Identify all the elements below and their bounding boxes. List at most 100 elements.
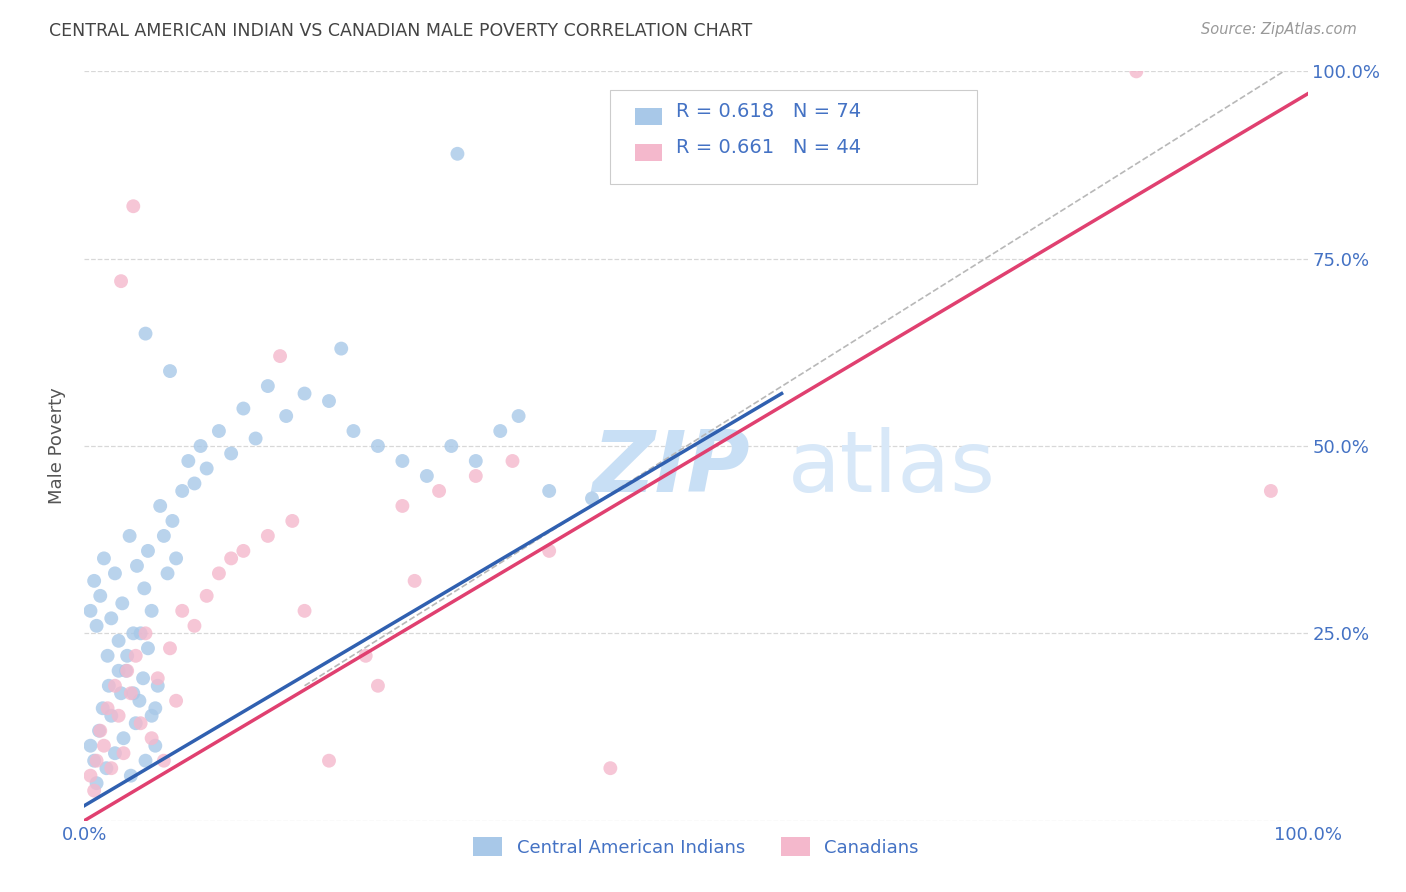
Point — [79, 769, 101, 783]
Point — [183, 476, 205, 491]
Point — [97, 679, 120, 693]
Point — [195, 589, 218, 603]
Point — [132, 671, 155, 685]
Text: CENTRAL AMERICAN INDIAN VS CANADIAN MALE POVERTY CORRELATION CHART: CENTRAL AMERICAN INDIAN VS CANADIAN MALE… — [49, 22, 752, 40]
Point — [146, 679, 169, 693]
Point — [115, 664, 138, 678]
Text: R = 0.618   N = 74: R = 0.618 N = 74 — [676, 102, 862, 120]
Point — [79, 604, 101, 618]
Point — [508, 409, 530, 423]
Point — [208, 566, 231, 581]
Point — [122, 686, 145, 700]
FancyBboxPatch shape — [610, 90, 977, 184]
Point — [129, 716, 152, 731]
Text: Source: ZipAtlas.com: Source: ZipAtlas.com — [1201, 22, 1357, 37]
Point — [100, 611, 122, 625]
Point — [122, 199, 145, 213]
Point — [208, 424, 231, 438]
Point — [146, 671, 169, 685]
Point — [581, 491, 603, 506]
Point — [120, 769, 142, 783]
Text: ZIP: ZIP — [592, 427, 749, 510]
Point — [416, 469, 439, 483]
Point — [183, 619, 205, 633]
Point — [120, 686, 142, 700]
Point — [281, 514, 304, 528]
Point — [118, 529, 141, 543]
Point — [165, 551, 187, 566]
Point — [83, 783, 105, 797]
Point — [104, 679, 127, 693]
Point — [110, 274, 132, 288]
Point — [149, 499, 172, 513]
Point — [257, 529, 280, 543]
Point — [87, 723, 110, 738]
Point — [112, 746, 135, 760]
Point — [219, 551, 242, 566]
Point — [294, 604, 316, 618]
Point — [318, 754, 340, 768]
Point — [125, 716, 148, 731]
Point — [153, 754, 176, 768]
Point — [538, 483, 561, 498]
Point — [141, 731, 163, 746]
Point — [111, 596, 134, 610]
Point — [165, 694, 187, 708]
Point — [128, 694, 150, 708]
Point — [269, 349, 291, 363]
Point — [276, 409, 298, 423]
Point — [135, 754, 157, 768]
Point — [391, 499, 413, 513]
Text: atlas: atlas — [787, 427, 995, 510]
Point — [257, 379, 280, 393]
Point — [159, 364, 181, 378]
Point — [143, 701, 166, 715]
Point — [232, 544, 254, 558]
Point — [136, 641, 159, 656]
Point — [162, 514, 184, 528]
Point — [125, 648, 148, 663]
Point — [89, 723, 111, 738]
Point — [502, 454, 524, 468]
Point — [245, 432, 267, 446]
Point — [489, 424, 512, 438]
Point — [143, 739, 166, 753]
Point — [177, 454, 200, 468]
Point — [172, 604, 194, 618]
Point — [93, 551, 115, 566]
Point — [135, 626, 157, 640]
Point — [219, 446, 242, 460]
Legend: Central American Indians, Canadians: Central American Indians, Canadians — [465, 830, 927, 864]
Point — [599, 761, 621, 775]
Point — [104, 746, 127, 760]
Point — [107, 633, 129, 648]
Point — [135, 326, 157, 341]
Point — [391, 454, 413, 468]
Point — [89, 589, 111, 603]
Point — [190, 439, 212, 453]
Point — [100, 761, 122, 775]
Point — [232, 401, 254, 416]
Point — [141, 708, 163, 723]
Point — [86, 754, 108, 768]
Point — [464, 469, 486, 483]
Point — [93, 739, 115, 753]
Point — [404, 574, 426, 588]
Point — [153, 529, 176, 543]
Point — [367, 679, 389, 693]
Point — [318, 394, 340, 409]
Point — [538, 544, 561, 558]
Point — [115, 664, 138, 678]
Point — [367, 439, 389, 453]
Point — [122, 626, 145, 640]
Point — [156, 566, 179, 581]
FancyBboxPatch shape — [636, 144, 662, 161]
Point — [83, 754, 105, 768]
Point — [79, 739, 101, 753]
Point — [172, 483, 194, 498]
Point — [125, 558, 148, 573]
Point — [97, 701, 120, 715]
Point — [294, 386, 316, 401]
Point — [100, 708, 122, 723]
Point — [440, 439, 463, 453]
